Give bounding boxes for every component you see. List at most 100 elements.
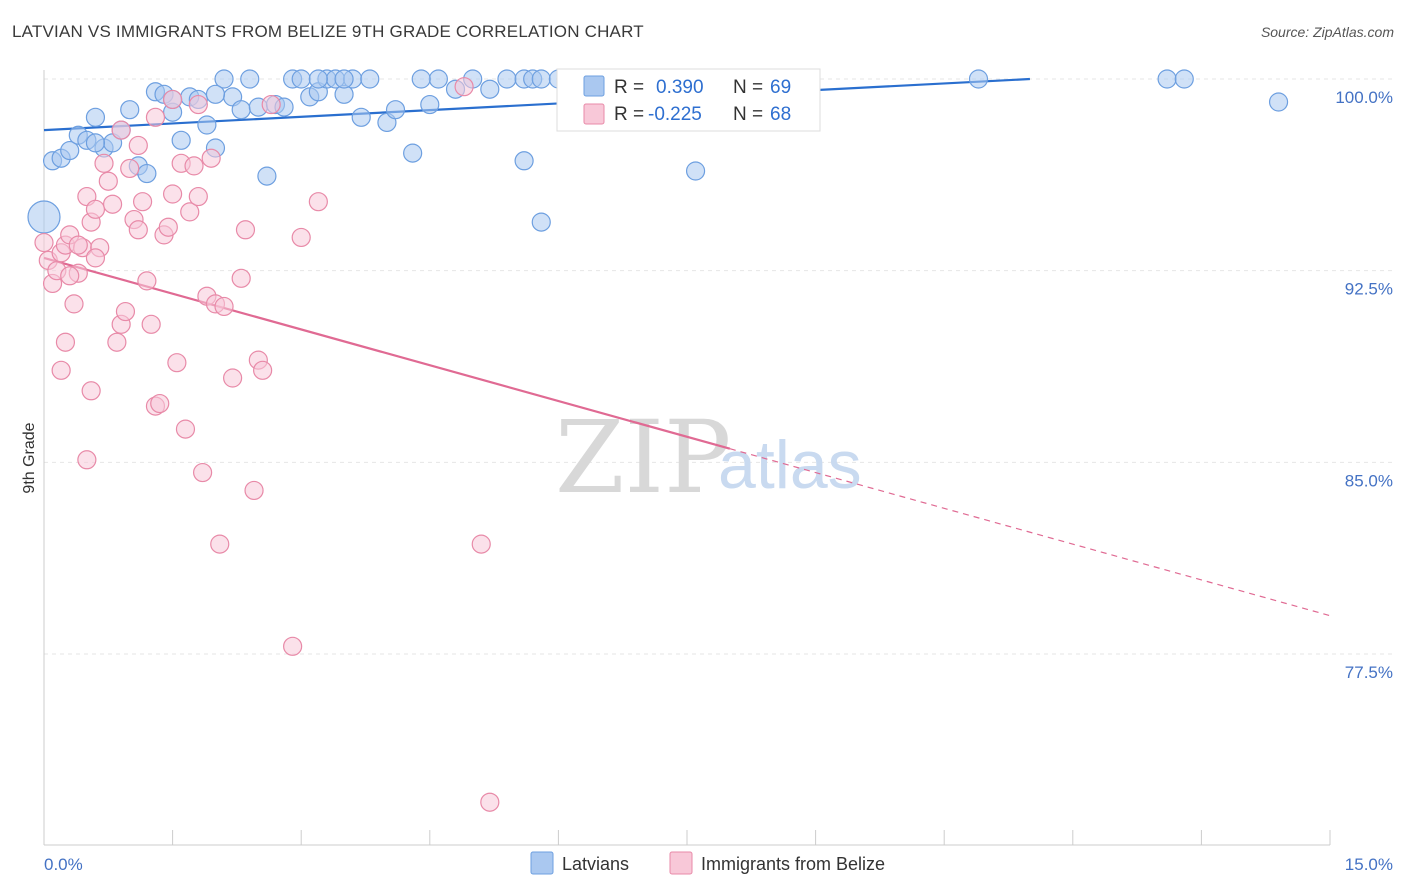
latvians-point-47: [497, 69, 517, 89]
latvians-point-19: [197, 115, 217, 135]
latvians-point-37: [351, 107, 371, 127]
belize-point-7: [64, 294, 84, 314]
belize-point-17: [107, 332, 127, 352]
belize-point-12: [85, 199, 106, 219]
series-legend: Latvians Immigrants from Belize: [530, 851, 885, 875]
belize-point-35: [184, 156, 204, 176]
belize-point-56: [51, 360, 71, 380]
belize-point-50: [283, 636, 303, 656]
y-tick-label-0: 100.0%: [1335, 88, 1393, 107]
latvians-point-62: [1268, 92, 1289, 112]
belize-point-62: [128, 135, 148, 156]
belize-point-65: [188, 94, 208, 115]
latvians-point-50: [531, 69, 551, 89]
x-tick-marks: [43, 830, 1331, 845]
latvians-point-16: [171, 130, 191, 150]
latvians-point-59: [968, 69, 989, 89]
belize-point-42: [214, 296, 234, 317]
belize-point-44: [231, 268, 251, 288]
series-legend-swatch-belize: [669, 851, 693, 875]
legend-r-label-0: R =: [614, 77, 644, 98]
latvians-point-56: [685, 161, 706, 181]
trend-lines: [43, 77, 1331, 617]
latvians-point-6: [85, 107, 106, 127]
belize-point-27: [150, 393, 170, 414]
latvians-point-41: [403, 143, 423, 163]
legend-r-value-1: -0.225: [648, 104, 702, 125]
belize-points: [34, 77, 500, 812]
watermark-zip: ZIP: [555, 399, 731, 516]
legend-swatch-latvians: [583, 75, 605, 97]
belize-point-48: [253, 360, 273, 380]
belize-point-29: [158, 217, 178, 237]
latvians-point-38: [360, 69, 380, 89]
latvians-point-46: [480, 79, 500, 99]
trend-line-dashed-1: [729, 448, 1331, 617]
belize-point-15: [98, 171, 118, 191]
belize-point-43: [223, 368, 243, 388]
belize-point-31: [167, 353, 187, 373]
belize-point-25: [141, 314, 161, 334]
stats-legend: R = 0.390 N = 69 R = -0.225 N = 68: [556, 68, 821, 132]
latvians-point-67: [334, 69, 354, 89]
series-legend-label-latvians: Latvians: [562, 854, 629, 874]
latvians-point-43: [428, 69, 448, 89]
belize-point-55: [480, 792, 500, 812]
latvians-point-10: [120, 100, 140, 120]
legend-n-label-0: N =: [733, 77, 763, 98]
belize-point-36: [188, 186, 208, 207]
watermark-atlas: atlas: [718, 427, 862, 503]
belize-point-59: [81, 381, 101, 401]
latvians-point-24: [240, 69, 260, 89]
belize-point-46: [244, 480, 264, 501]
legend-r-label-1: R =: [614, 104, 644, 125]
grid-lines: [44, 78, 1395, 655]
legend-n-value-0: 69: [770, 77, 791, 98]
latvians-point-0: [27, 200, 61, 234]
latvians-point-3: [60, 140, 80, 161]
latvians-point-68: [411, 69, 431, 89]
belize-point-39: [201, 148, 221, 168]
latvians-point-26: [257, 166, 277, 186]
latvians-point-23: [231, 100, 251, 120]
belize-point-49: [261, 94, 281, 115]
belize-point-0: [34, 232, 54, 253]
belize-point-20: [120, 158, 140, 179]
belize-point-22: [128, 220, 148, 240]
belize-point-60: [85, 248, 106, 268]
latvians-point-40: [385, 100, 406, 120]
latvians-point-66: [308, 69, 328, 89]
latvians-point-65: [205, 84, 226, 104]
belize-point-64: [163, 89, 183, 110]
belize-point-34: [180, 202, 200, 222]
belize-point-61: [111, 120, 131, 140]
x-tick-label-right: 15.0%: [1345, 855, 1393, 874]
latvians-point-61: [1174, 69, 1194, 89]
trend-line-solid-1: [43, 256, 731, 450]
series-legend-label-belize: Immigrants from Belize: [701, 854, 885, 874]
latvians-point-42: [420, 94, 440, 115]
y-axis-label: 9th Grade: [21, 422, 38, 493]
legend-n-value-1: 68: [770, 104, 791, 125]
latvians-point-54: [514, 151, 534, 171]
latvians-point-55: [531, 212, 551, 232]
series-legend-swatch-latvians: [530, 851, 554, 875]
belize-point-23: [132, 192, 153, 212]
chart-title: LATVIAN VS IMMIGRANTS FROM BELIZE 9TH GR…: [12, 22, 644, 41]
belize-point-53: [454, 77, 474, 97]
belize-point-57: [55, 332, 76, 352]
belize-point-63: [145, 107, 166, 127]
belize-point-14: [94, 153, 114, 173]
latvians-point-12: [137, 163, 157, 184]
belize-point-52: [308, 192, 328, 212]
belize-point-54: [471, 534, 491, 554]
belize-point-16: [102, 194, 123, 214]
latvians-point-30: [291, 69, 311, 89]
y-tick-label-1: 92.5%: [1345, 280, 1393, 299]
belize-point-58: [77, 450, 97, 470]
latvians-point-60: [1157, 69, 1177, 89]
latvians-point-21: [214, 69, 234, 89]
belize-point-51: [291, 227, 311, 248]
belize-point-37: [193, 462, 213, 483]
